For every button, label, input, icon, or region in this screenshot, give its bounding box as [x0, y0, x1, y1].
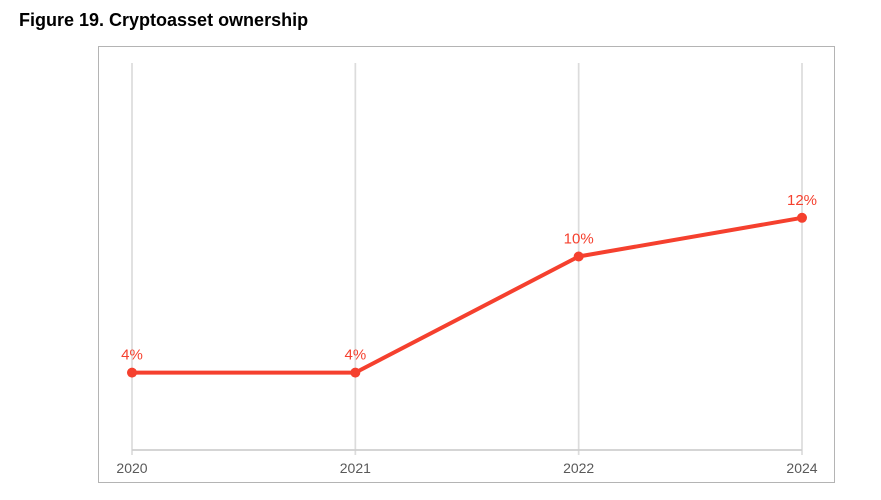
line-chart: 4% 4% 10% 12% 2020 2021 2022 2024: [116, 63, 818, 476]
x-axis-tick-label: 2021: [340, 460, 371, 476]
x-axis-tick-label: 2022: [563, 460, 594, 476]
chart-area: 4% 4% 10% 12% 2020 2021 2022 2024: [98, 46, 835, 483]
data-label: 10%: [564, 231, 594, 248]
x-axis-tick-label: 2020: [116, 460, 147, 476]
data-point: [350, 367, 361, 378]
data-point: [573, 251, 584, 262]
data-line: [130, 215, 804, 375]
x-axis-tick-label: 2024: [786, 460, 817, 476]
figure-title: Figure 19. Cryptoasset ownership: [19, 10, 309, 30]
data-point: [797, 212, 807, 223]
data-label: 4%: [344, 347, 366, 364]
data-label: 4%: [121, 347, 143, 364]
data-label: 12%: [787, 192, 817, 209]
data-point: [127, 367, 137, 378]
